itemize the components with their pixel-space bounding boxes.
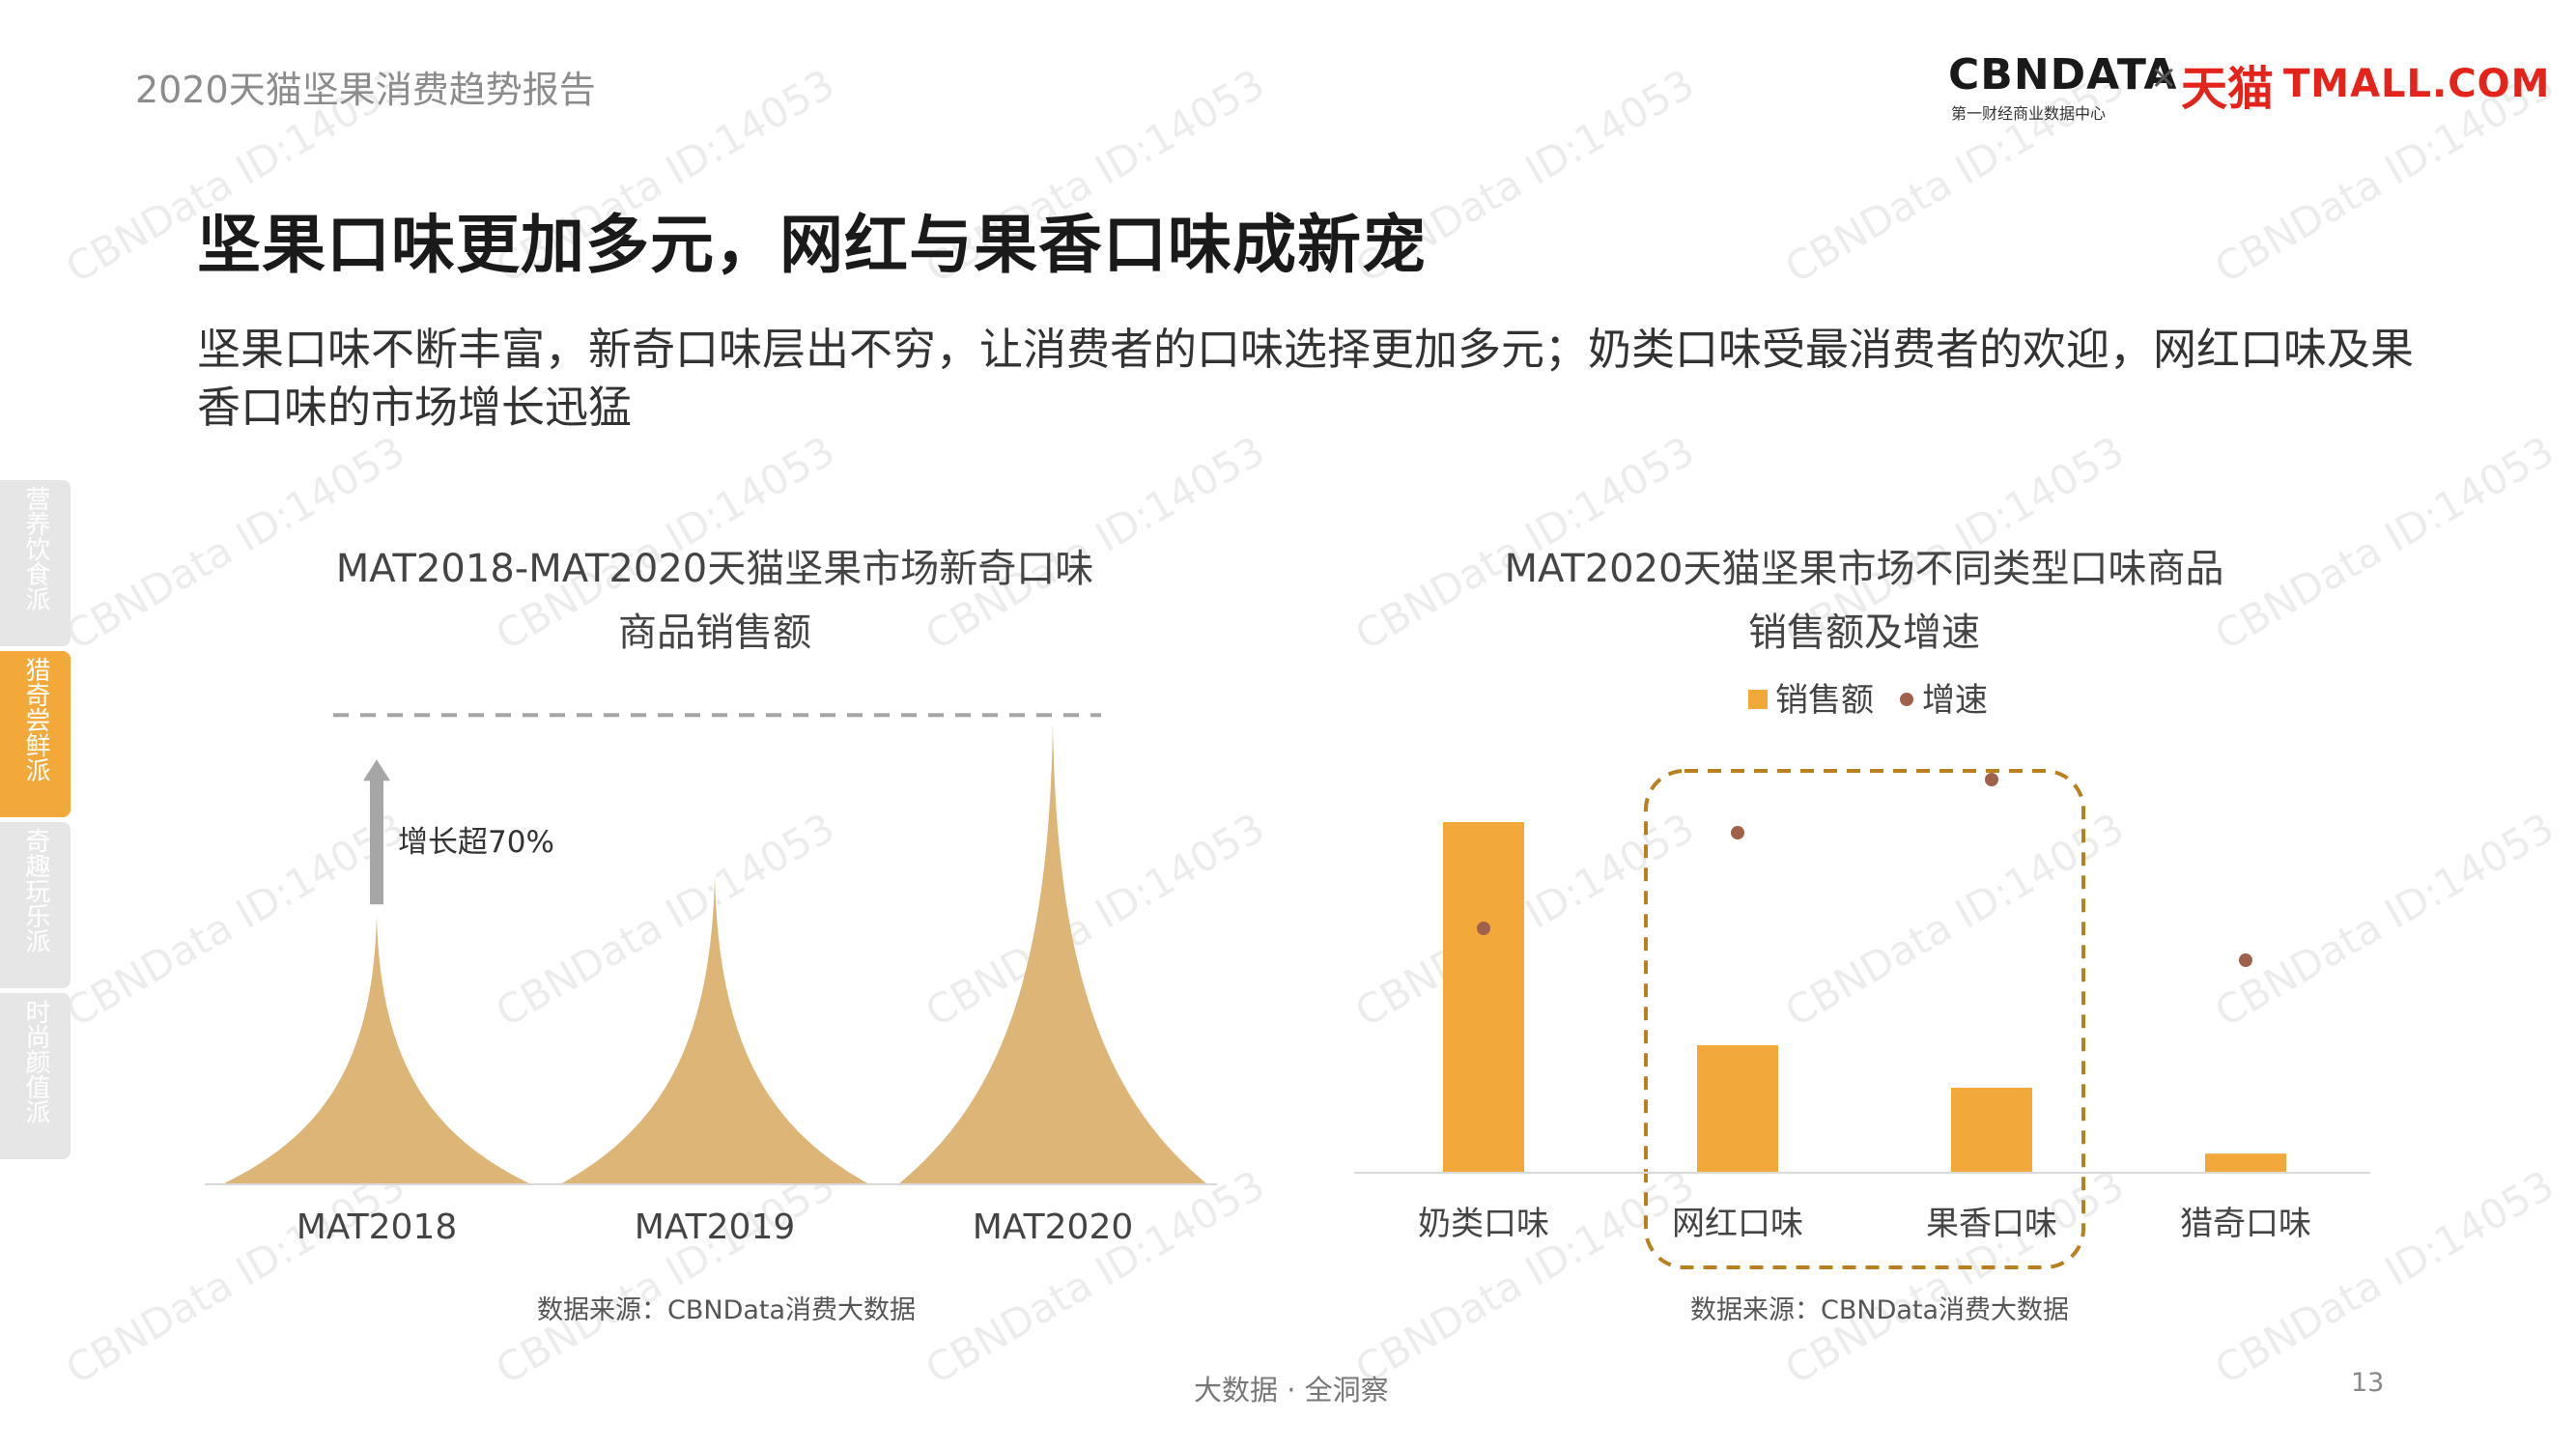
chart2-dot-奶类口味 bbox=[1477, 922, 1490, 935]
legend-bar-swatch bbox=[1748, 690, 1768, 709]
page-subtitle: 坚果口味不断丰富，新奇口味层出不穷，让消费者的口味选择更加多元；奶类口味受最消费… bbox=[197, 324, 2415, 433]
chart2-title-line2: 销售额及增速 bbox=[1748, 611, 1980, 655]
chart2-bar-网红口味 bbox=[1697, 1045, 1778, 1173]
side-tab-fashion[interactable]: 时尚颜值派 bbox=[0, 993, 71, 1159]
chart2-dot-猎奇口味 bbox=[2239, 953, 2252, 967]
chart1-category-label: MAT2019 bbox=[635, 1208, 796, 1247]
side-tab-label: 猎奇尝鲜派 bbox=[21, 657, 50, 782]
legend-dot-swatch bbox=[1900, 693, 1913, 706]
logo-separator: × bbox=[2150, 58, 2178, 97]
side-tab-label: 时尚颜值派 bbox=[21, 999, 50, 1124]
chart2-title-line1: MAT2020天猫坚果市场不同类型口味商品 bbox=[1504, 547, 2224, 591]
side-tab-label: 营养饮食派 bbox=[21, 486, 50, 611]
chart2-bars bbox=[1443, 822, 2286, 1173]
chart1-peak-MAT2019 bbox=[560, 875, 869, 1184]
chart2-legend: 销售额 增速 bbox=[1748, 681, 1988, 720]
chart2-bar-奶类口味 bbox=[1443, 822, 1524, 1173]
chart1-arrow-head bbox=[363, 759, 390, 781]
chart1-category-label: MAT2020 bbox=[973, 1208, 1134, 1247]
cbndata-logo: CBNDATA bbox=[1948, 50, 2178, 99]
chart2-bar-猎奇口味 bbox=[2205, 1153, 2286, 1173]
chart1-arrow-shaft bbox=[370, 779, 383, 905]
chart2-growth-dots bbox=[1477, 773, 2252, 967]
chart2-dot-网红口味 bbox=[1731, 826, 1744, 839]
chart1-growth-annotation: 增长超70% bbox=[398, 825, 554, 860]
chart1-category-labels: MAT2018 MAT2019 MAT2020 bbox=[297, 1208, 1134, 1247]
tmall-logo-en: TMALL.COM bbox=[2283, 62, 2551, 106]
chart2-source: 数据来源：CBNData消费大数据 bbox=[1690, 1295, 2070, 1325]
chart1-title-line1: MAT2018-MAT2020天猫坚果市场新奇口味 bbox=[335, 547, 1094, 591]
chart2-bar-果香口味 bbox=[1951, 1088, 2032, 1173]
chart2-category-label: 果香口味 bbox=[1926, 1205, 2057, 1243]
side-tab-label: 奇趣玩乐派 bbox=[21, 828, 50, 953]
chart1-peak-chart: 增长超70% MAT2018 MAT2019 MAT2020 bbox=[205, 713, 1217, 1247]
chart1-growth-arrow bbox=[363, 759, 390, 905]
chart2-category-label: 网红口味 bbox=[1672, 1205, 1803, 1243]
chart2-dot-果香口味 bbox=[1985, 773, 1998, 786]
chart1-peak-MAT2020 bbox=[898, 723, 1207, 1184]
chart2-category-label: 猎奇口味 bbox=[2180, 1205, 2311, 1243]
legend-label-growth: 增速 bbox=[1922, 681, 1988, 720]
cbndata-logo-subtitle: 第一财经商业数据中心 bbox=[1951, 104, 2107, 123]
page-number: 13 bbox=[2351, 1368, 2385, 1398]
chart1-peaks bbox=[222, 723, 1207, 1184]
legend-label-sales: 销售额 bbox=[1775, 681, 1874, 720]
chart2-bar-chart: 销售额 增速 奶类口味 网红口味 果香口味 猎奇口味 bbox=[1354, 681, 2370, 1269]
side-tab-fun[interactable]: 奇趣玩乐派 bbox=[0, 822, 71, 988]
chart1-title-line2: 商品销售额 bbox=[618, 611, 811, 655]
footer-tagline: 大数据 · 全洞察 bbox=[1194, 1374, 1389, 1406]
chart1-peak-MAT2018 bbox=[222, 916, 531, 1184]
side-tab-nutrition[interactable]: 营养饮食派 bbox=[0, 480, 71, 646]
chart1-category-label: MAT2018 bbox=[297, 1208, 458, 1247]
tmall-logo-cn: 天猫 bbox=[2181, 62, 2275, 116]
report-title: 2020天猫坚果消费趋势报告 bbox=[135, 69, 596, 111]
chart2-title: MAT2020天猫坚果市场不同类型口味商品 销售额及增速 bbox=[1420, 537, 2308, 665]
chart2-highlight-box bbox=[1644, 769, 2085, 1269]
chart1-source: 数据来源：CBNData消费大数据 bbox=[537, 1295, 917, 1325]
page-heading: 坚果口味更加多元，网红与果香口味成新宠 bbox=[197, 208, 1427, 282]
side-tab-novelty[interactable]: 猎奇尝鲜派 bbox=[0, 651, 71, 817]
chart2-category-label: 奶类口味 bbox=[1418, 1205, 1549, 1243]
chart1-title: MAT2018-MAT2020天猫坚果市场新奇口味 商品销售额 bbox=[319, 537, 1111, 665]
chart2-category-labels: 奶类口味 网红口味 果香口味 猎奇口味 bbox=[1418, 1205, 2311, 1243]
